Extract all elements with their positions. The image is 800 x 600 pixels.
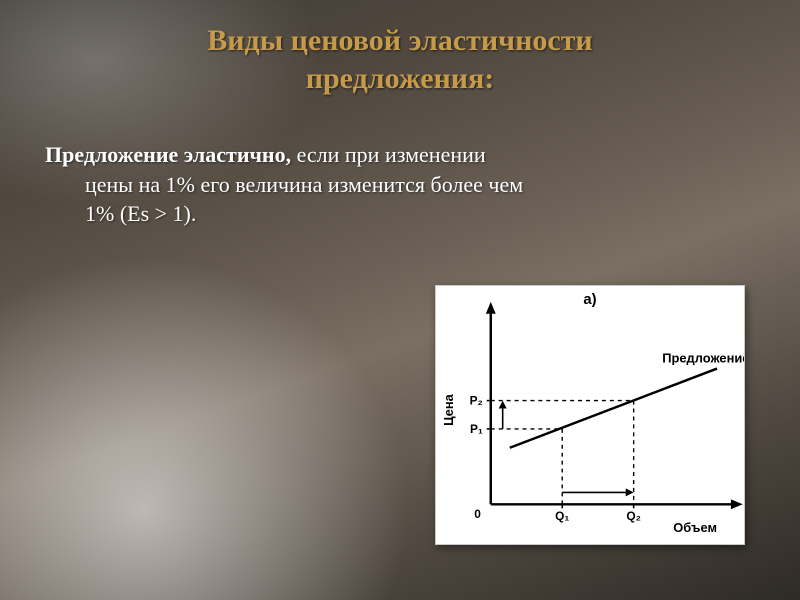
body-bold-lead: Предложение эластично, [45,142,291,167]
svg-text:P₁: P₁ [470,422,483,436]
body-rest-1: если при изменении [291,142,486,167]
svg-text:Цена: Цена [441,393,456,426]
svg-text:Q₁: Q₁ [555,509,569,523]
svg-text:Q₂: Q₂ [626,509,641,523]
title-line-2: предложения: [0,60,800,98]
body-line-2: цены на 1% его величина изменится более … [45,170,755,200]
svg-text:P₂: P₂ [470,394,483,408]
svg-text:Объем: Объем [673,520,717,535]
slide: Виды ценовой эластичности предложения: П… [0,0,800,600]
svg-text:а): а) [583,292,596,308]
title-line-1: Виды ценовой эластичности [0,22,800,60]
slide-title: Виды ценовой эластичности предложения: [0,22,800,97]
supply-chart: а) 0 Цена Объем Предложение P₁ P₂ Q₁ Q₂ [435,285,745,545]
svg-text:Предложение: Предложение [662,351,744,366]
body-line-3: 1% (Es > 1). [45,199,755,229]
body-paragraph: Предложение эластично, если при изменени… [45,140,755,229]
supply-chart-svg: а) 0 Цена Объем Предложение P₁ P₂ Q₁ Q₂ [436,286,744,544]
svg-text:0: 0 [474,507,481,521]
